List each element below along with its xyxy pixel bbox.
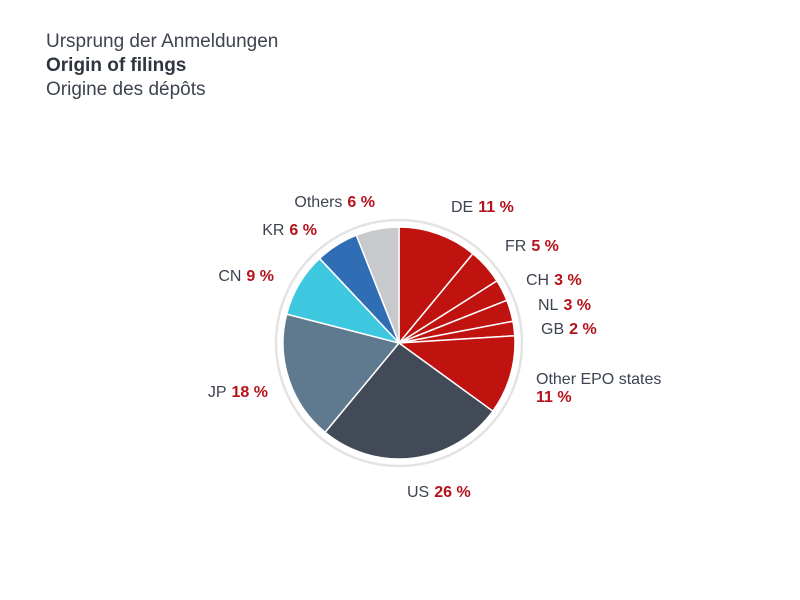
pie-slice-others	[355, 226, 400, 344]
slice-name: CH	[526, 272, 549, 289]
slice-value: 6 %	[347, 194, 375, 211]
title-english: Origin of filings	[46, 55, 187, 76]
slice-label-other-epo-states: Other EPO states 11 %	[536, 371, 661, 406]
slice-name: FR	[505, 238, 526, 255]
slice-value: 3 %	[554, 272, 582, 289]
title-german: Ursprung der Anmeldungen	[46, 31, 279, 52]
slice-value: 5 %	[531, 238, 559, 255]
pie-slice-other-epo-states	[398, 334, 516, 412]
slice-name: Other EPO states	[536, 371, 661, 388]
slice-name: JP	[208, 384, 227, 401]
slice-label-ch: CH 3 %	[526, 272, 582, 289]
slice-value: 2 %	[569, 321, 597, 338]
slice-label-jp: JP 18 %	[208, 384, 268, 401]
slice-name: KR	[262, 222, 284, 239]
slice-label-others: Others 6 %	[294, 194, 375, 211]
slice-value: 3 %	[563, 297, 591, 314]
chart-titles: Ursprung der Anmeldungen Origin of filin…	[46, 30, 278, 102]
pie-slice-us	[324, 342, 494, 460]
pie-slices	[282, 226, 516, 460]
pie-slice-jp	[282, 313, 400, 434]
slice-value: 9 %	[246, 268, 274, 285]
slice-label-fr: FR 5 %	[505, 238, 559, 255]
slice-value: 11 %	[478, 199, 514, 216]
pie-labels: DE 11 %FR 5 %CH 3 %NL 3 %GB 2 %Other EPO stat…	[208, 194, 662, 501]
slice-value: 26 %	[434, 484, 470, 501]
slice-label-gb: GB 2 %	[541, 321, 597, 338]
slice-name: NL	[538, 297, 559, 314]
pie-slice-de	[398, 226, 474, 344]
slice-name: GB	[541, 321, 564, 338]
slice-value: 6 %	[289, 222, 317, 239]
slice-name: CN	[218, 268, 241, 285]
slice-name: Others	[294, 194, 342, 211]
slice-label-cn: CN 9 %	[218, 268, 274, 285]
slice-name: DE	[451, 199, 473, 216]
slice-name: US	[407, 484, 429, 501]
slice-value: 18 %	[232, 384, 268, 401]
slice-label-us: US 26 %	[407, 484, 471, 501]
slice-label-nl: NL 3 %	[538, 297, 591, 314]
slice-label-kr: KR 6 %	[262, 222, 317, 239]
title-french: Origine des dépôts	[46, 79, 206, 100]
slice-value: 11 %	[536, 389, 572, 406]
slice-label-de: DE 11 %	[451, 199, 514, 216]
